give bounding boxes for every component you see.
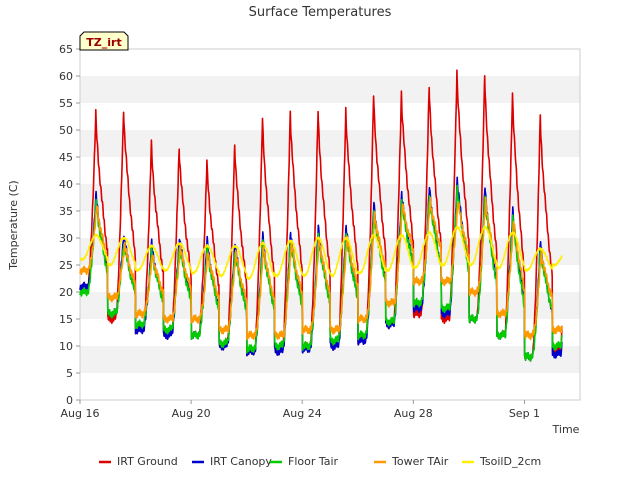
site-badge: TZ_irt (79, 31, 129, 51)
x-tick-label: Aug 28 (394, 407, 433, 420)
x-tick-label: Aug 16 (61, 407, 100, 420)
site-badge-text: TZ_irt (86, 36, 121, 49)
y-tick-label: 25 (59, 259, 73, 272)
chart-title: Surface Temperatures (249, 5, 392, 20)
legend: IRT Ground IRT Canopy Floor Tair Tower TAir… (99, 455, 541, 468)
site-badge-box (79, 31, 129, 51)
grid-band (80, 130, 580, 157)
y-tick-label: 55 (59, 97, 73, 110)
y-axis-label: Temperature (C) (7, 180, 20, 270)
series-line-tower-tair (79, 196, 563, 341)
legend-label: TsoilD_2cm (479, 455, 541, 468)
plot-frame (79, 48, 581, 401)
x-axis-label: Time (552, 423, 580, 436)
y-tick-label: 30 (59, 232, 73, 245)
y-tick-label: 45 (59, 151, 73, 164)
y-tick-label: 5 (66, 367, 73, 380)
y-tick-label: 20 (59, 286, 73, 299)
grid-band (80, 346, 580, 373)
series-line-tsoild-2cm (79, 225, 563, 281)
y-tick-label: 40 (59, 178, 73, 191)
x-tick-label: Aug 24 (283, 407, 322, 420)
y-tick-label: 15 (59, 313, 73, 326)
legend-label: IRT Canopy (210, 455, 272, 468)
x-tick-label: Aug 20 (172, 407, 211, 420)
legend-label: Floor Tair (288, 455, 339, 468)
grid-band (80, 184, 580, 211)
series-line-floor-tair (79, 184, 563, 362)
legend-label: IRT Ground (117, 455, 178, 468)
y-tick-label: 0 (66, 394, 73, 407)
y-tick-label: 65 (59, 43, 73, 56)
y-tick-label: 10 (59, 340, 73, 353)
y-tick-label: 35 (59, 205, 73, 218)
y-tick-label: 60 (59, 70, 73, 83)
y-tick-label: 50 (59, 124, 73, 137)
x-tick-label: Sep 1 (509, 407, 540, 420)
series-line-irt-ground (79, 69, 563, 362)
grid-band (80, 76, 580, 103)
legend-label: Tower TAir (391, 455, 449, 468)
